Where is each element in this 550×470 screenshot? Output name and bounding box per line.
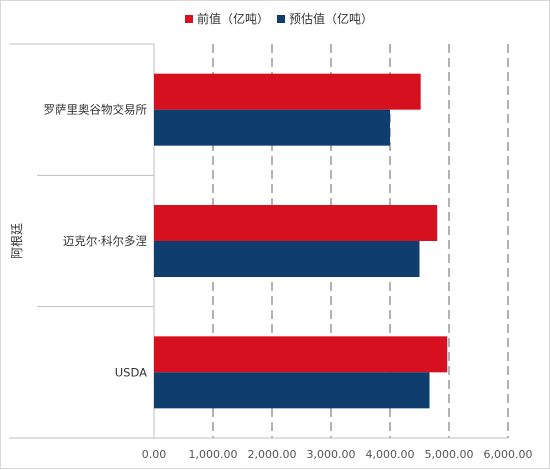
legend-swatch xyxy=(185,15,193,23)
legend-label: 预估值（亿吨） xyxy=(289,11,373,26)
bars xyxy=(154,73,448,409)
legend-swatch xyxy=(277,15,285,23)
legend-label: 前值（亿吨） xyxy=(197,11,269,26)
legend: 前值（亿吨） 预估值（亿吨） xyxy=(185,11,373,26)
x-tick-label: 2,000.00 xyxy=(248,448,297,461)
x-tick-label: 3,000.00 xyxy=(307,448,356,461)
category-label: USDA xyxy=(115,365,147,379)
labels: 0.00 1,000.00 2,000.00 3,000.00 4,000.00 5,00… xyxy=(10,103,532,461)
category-label: 罗萨里奥谷物交易所 xyxy=(44,103,148,117)
bar-previous xyxy=(154,73,421,110)
bar-estimate xyxy=(154,372,430,409)
category-label: 迈克尔·科尔多涅 xyxy=(63,234,148,248)
bar-previous xyxy=(154,205,438,241)
x-tick-label: 1,000.00 xyxy=(189,448,238,461)
bar-estimate xyxy=(154,109,390,146)
x-tick-label: 5,000.00 xyxy=(425,448,474,461)
bar-estimate xyxy=(154,241,420,277)
group-label: 阿根廷 xyxy=(10,223,24,259)
bar-previous xyxy=(154,336,448,373)
x-tick-label: 4,000.00 xyxy=(366,448,415,461)
x-tick-label: 0.00 xyxy=(142,448,167,461)
x-tick-label: 6,000.00 xyxy=(484,448,533,461)
